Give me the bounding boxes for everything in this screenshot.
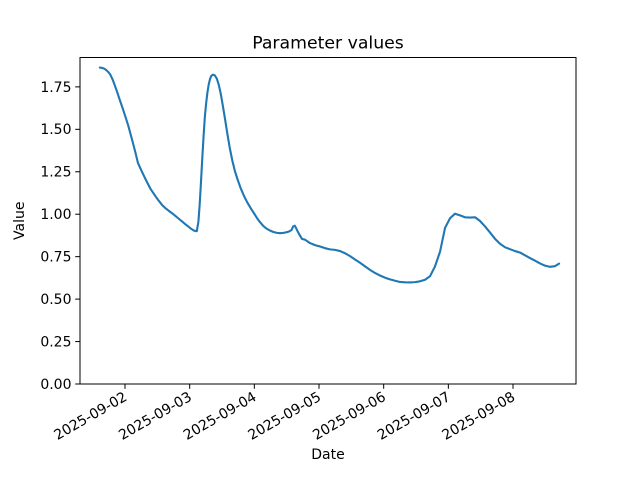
- y-tick-label: 1.25: [40, 165, 71, 181]
- y-tick-label: 0.75: [40, 250, 71, 266]
- y-tick-label: 0.00: [40, 377, 71, 393]
- y-tick-label: 1.50: [40, 122, 71, 138]
- x-tick-label: 2025-09-06: [310, 389, 389, 444]
- x-tick-label: 2025-09-03: [116, 389, 194, 444]
- y-tick-label: 0.50: [40, 292, 71, 308]
- y-tick-label: 0.25: [40, 334, 71, 350]
- x-tick-label: 2025-09-02: [52, 389, 130, 444]
- axes-border: [79, 57, 577, 385]
- x-tick-label: 2025-09-07: [375, 389, 453, 444]
- data-line: [98, 66, 561, 284]
- x-tick-label: 2025-09-04: [181, 389, 260, 444]
- chart-title: Parameter values: [252, 34, 404, 54]
- y-tick-label: 1.75: [40, 80, 71, 96]
- x-axis-ticks: 2025-09-022025-09-032025-09-042025-09-05…: [52, 384, 518, 444]
- data-series-group: [98, 66, 561, 284]
- x-tick-label: 2025-09-08: [440, 389, 518, 444]
- y-axis-label: Value: [12, 202, 28, 240]
- x-axis-label: Date: [311, 447, 344, 463]
- y-tick-label: 1.00: [40, 207, 71, 223]
- y-axis-ticks: 0.00 0.25 0.50 0.75 1.00 1.25 1.50 1.75: [40, 80, 80, 393]
- x-tick-label: 2025-09-05: [246, 389, 324, 444]
